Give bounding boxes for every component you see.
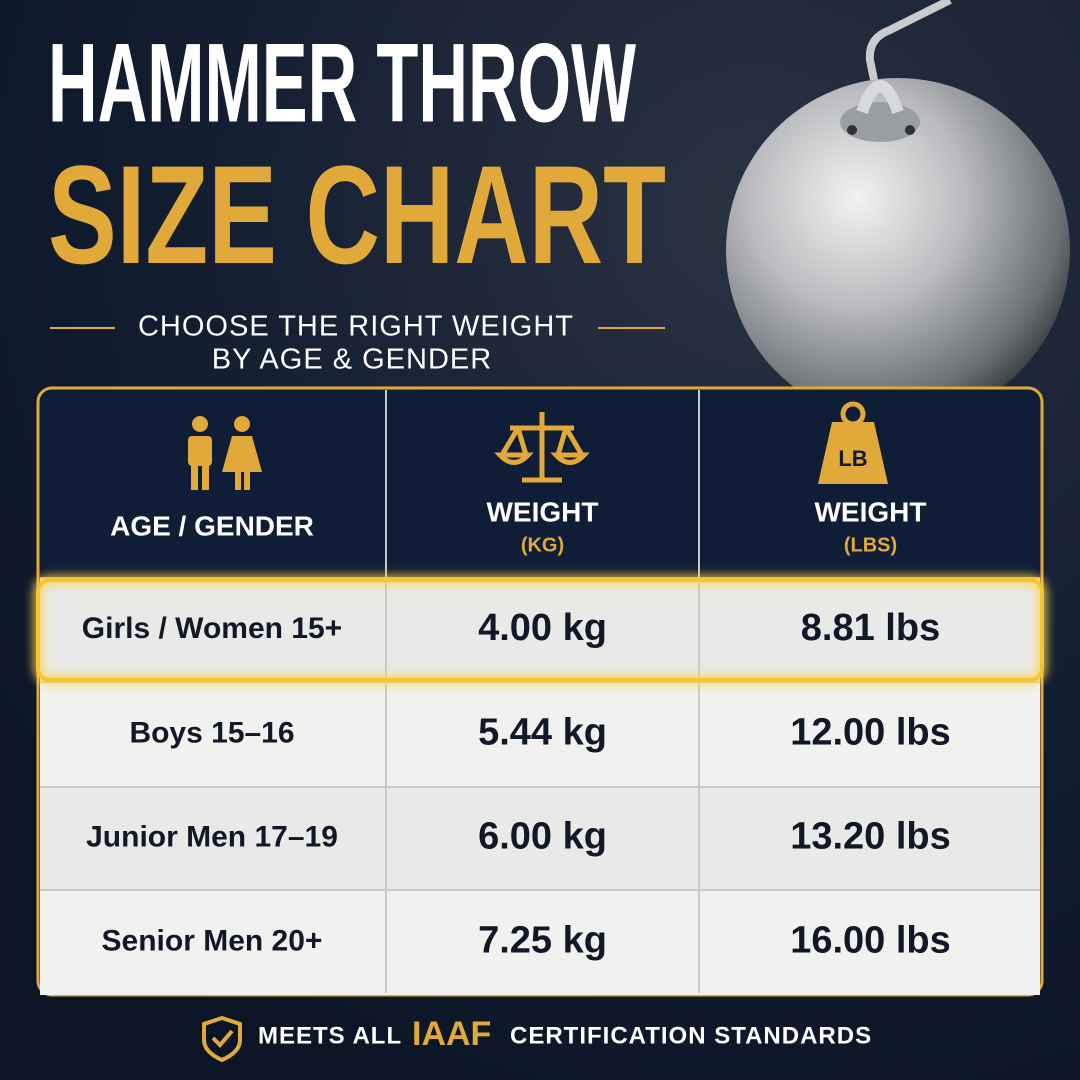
group-cell: Junior Men 17–19 — [86, 820, 338, 853]
group-cell: Girls / Women 15+ — [82, 612, 342, 645]
people-icon — [188, 416, 262, 490]
group-cell: Boys 15–16 — [129, 716, 294, 749]
highlight-border — [36, 578, 1044, 682]
weight-cell: 13.20 lbs — [790, 816, 951, 858]
group-cell: Senior Men 20+ — [102, 924, 323, 957]
table-row — [40, 682, 1040, 787]
subtitle: CHOOSE THE RIGHT WEIGHT — [138, 311, 574, 343]
weight-cell: 4.00 kg — [478, 607, 607, 649]
column-header: WEIGHT — [815, 496, 927, 527]
size-table: AGE / GENDER WEIGHT (KG) WEIGHT (LBS) Girls /… — [34, 386, 1046, 997]
weight-cell: 6.00 kg — [478, 816, 607, 858]
shield-icon — [202, 1015, 242, 1063]
title-line-1: HAMMER THROW — [48, 21, 636, 146]
weight-cell: 7.25 kg — [478, 920, 607, 962]
table-row — [40, 578, 1040, 682]
column-header: AGE / GENDER — [110, 510, 314, 541]
weight-icon-label: LB — [838, 446, 867, 471]
weight-icon — [818, 401, 888, 484]
column-unit: (LBS) — [844, 534, 897, 556]
title-line-2: SIZE CHART — [48, 136, 666, 293]
table-row — [40, 787, 1040, 890]
weight-cell: 12.00 lbs — [790, 712, 951, 754]
footer-emphasis: IAAF — [412, 1015, 491, 1053]
hammer-ball — [726, 0, 1070, 422]
scale-icon — [494, 412, 590, 483]
column-unit: (KG) — [521, 534, 564, 556]
subtitle: BY AGE & GENDER — [212, 344, 492, 376]
column-header: WEIGHT — [487, 496, 599, 527]
weight-cell: 5.44 kg — [478, 712, 607, 754]
table-row — [40, 890, 1040, 995]
footer-text: CERTIFICATION STANDARDS — [510, 1022, 872, 1049]
weight-cell: 8.81 lbs — [801, 607, 940, 649]
weight-cell: 16.00 lbs — [790, 920, 951, 962]
footer-text: MEETS ALL — [258, 1022, 402, 1049]
